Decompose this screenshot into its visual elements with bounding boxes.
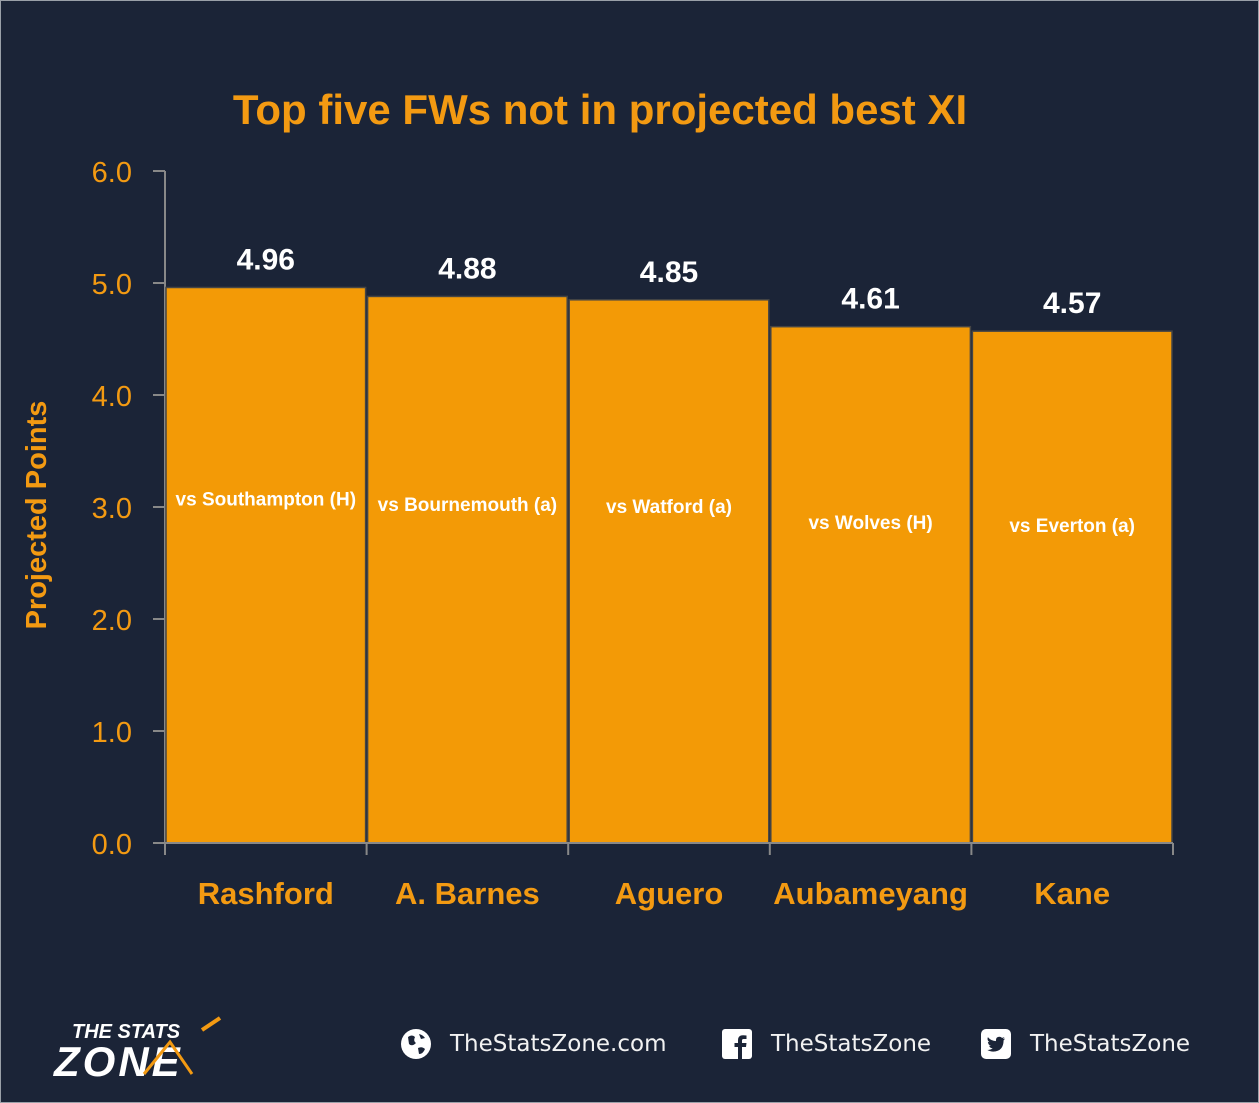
twitter-icon [981, 1029, 1011, 1059]
y-tick-label: 1.0 [92, 717, 132, 749]
x-tick-label: Aubameyang [773, 876, 968, 911]
bar-chart: Top five FWs not in projected best XI Pr… [21, 86, 1174, 911]
y-tick-label: 3.0 [92, 493, 132, 525]
bar [568, 299, 770, 844]
data-label: 4.88 [438, 252, 496, 285]
fixture-label: vs Watford (a) [606, 497, 732, 518]
twitter-link[interactable]: TheStatsZone [980, 1028, 1190, 1060]
data-label: 4.57 [1043, 287, 1101, 320]
website-link[interactable]: TheStatsZone.com [400, 1028, 666, 1060]
bar [971, 330, 1173, 844]
x-tick-label: Kane [1034, 876, 1110, 911]
footer: THE STATS ZONE TheStatsZone.com TheStats… [0, 1000, 1259, 1090]
facebook-text: TheStatsZone [771, 1031, 932, 1057]
facebook-link[interactable]: TheStatsZone [721, 1028, 931, 1060]
globe-icon [401, 1029, 431, 1059]
facebook-icon [722, 1029, 752, 1059]
fixture-label: vs Everton (a) [1009, 516, 1135, 537]
website-text: TheStatsZone.com [450, 1031, 667, 1057]
y-tick-label: 6.0 [92, 157, 132, 189]
y-tick-label: 0.0 [92, 829, 132, 861]
x-tick-label: A. Barnes [395, 876, 540, 911]
data-label: 4.85 [640, 256, 698, 289]
bar [165, 286, 367, 844]
y-axis-label: Projected Points [21, 401, 53, 630]
logo-bottom-text: ZONE [53, 1038, 183, 1082]
data-label: 4.61 [841, 283, 899, 316]
bar [366, 295, 568, 844]
y-tick-label: 5.0 [92, 269, 132, 301]
fixture-label: vs Wolves (H) [808, 513, 932, 534]
fixture-label: vs Southampton (H) [176, 490, 357, 511]
the-stats-zone-logo: THE STATS ZONE [53, 1016, 222, 1082]
logo-top-text: THE STATS [72, 1021, 181, 1043]
twitter-text: TheStatsZone [1030, 1031, 1191, 1057]
x-tick-label: Aguero [615, 876, 724, 911]
bar [770, 325, 972, 844]
y-tick-label: 4.0 [92, 381, 132, 413]
fixture-label: vs Bournemouth (a) [378, 495, 557, 516]
chart-title: Top five FWs not in projected best XI [233, 86, 967, 133]
plot-area: 0.0 1.0 2.0 3.0 4.0 5.0 6.0 4.96 vs Southampton … [92, 157, 1174, 911]
y-tick-label: 2.0 [92, 605, 132, 637]
x-tick-label: Rashford [198, 876, 334, 911]
data-label: 4.96 [237, 243, 295, 276]
